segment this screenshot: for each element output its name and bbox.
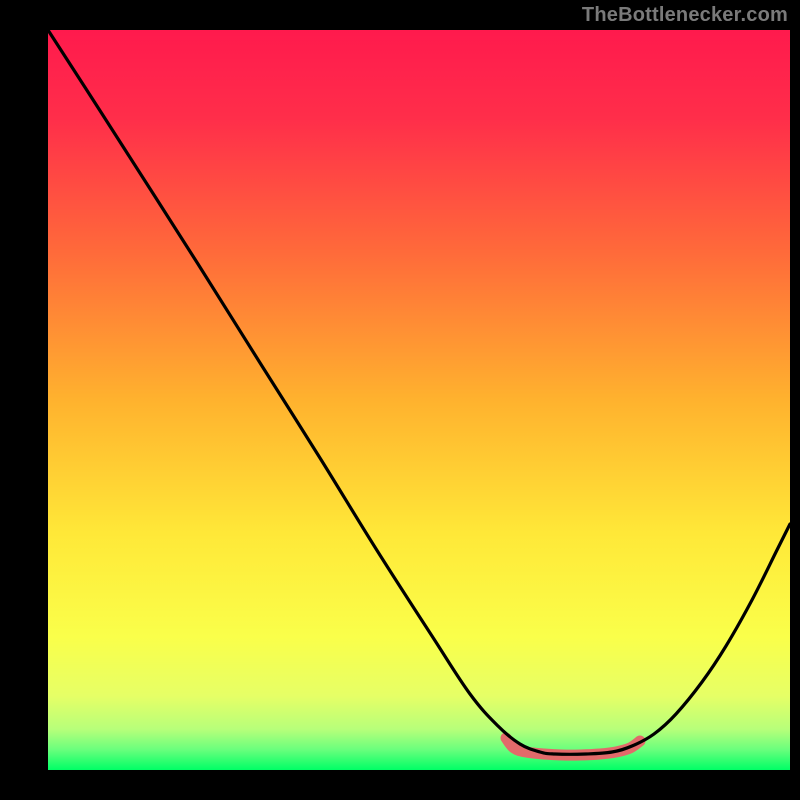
curve-layer	[0, 0, 800, 800]
watermark-label: TheBottlenecker.com	[582, 4, 788, 27]
chart-frame: TheBottlenecker.com	[0, 0, 800, 800]
bottleneck-curve	[48, 30, 790, 754]
